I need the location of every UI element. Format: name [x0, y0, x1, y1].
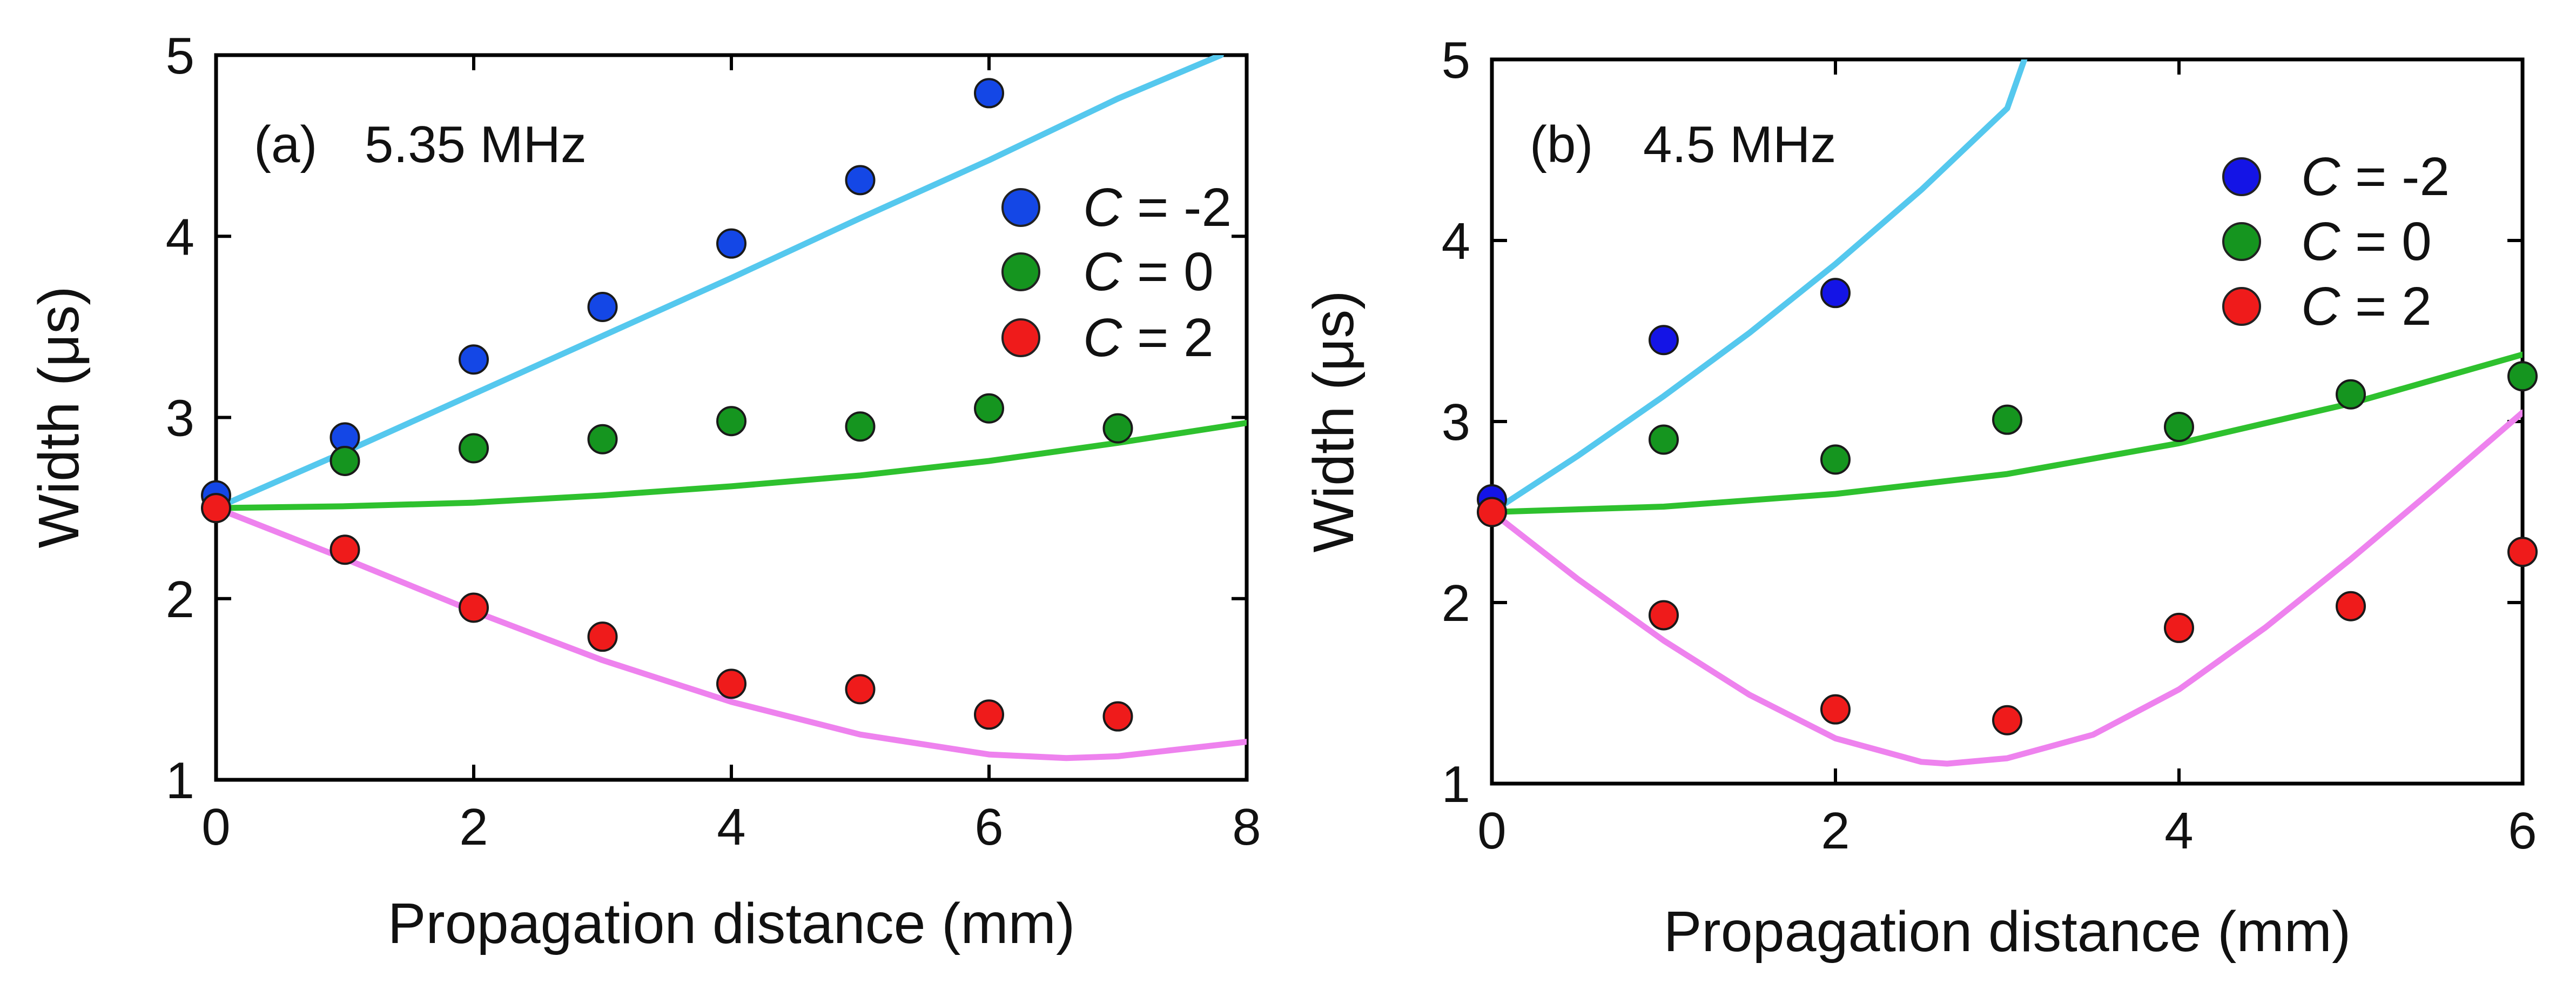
x-tick-label: 8 — [1232, 798, 1261, 856]
data-point — [2164, 412, 2194, 443]
legend-label: C = 0 — [1083, 242, 1214, 302]
data-point — [329, 534, 360, 565]
data-point — [1477, 497, 1507, 527]
data-point — [1649, 600, 1679, 631]
data-point — [1820, 444, 1851, 475]
data-point — [587, 621, 618, 652]
data-point — [845, 674, 876, 705]
data-point — [845, 411, 876, 442]
legend-item: C = 0 — [2222, 211, 2432, 272]
x-tick-label: 6 — [2508, 802, 2537, 860]
data-point — [716, 406, 746, 437]
legend-label: C = 0 — [2301, 211, 2432, 272]
legend-label: C = -2 — [1083, 177, 1232, 238]
data-point — [1820, 278, 1851, 309]
y-tick-label: 1 — [1442, 755, 1470, 813]
data-points — [1477, 278, 2538, 735]
fit-curve — [216, 55, 1224, 511]
x-tick-label: 2 — [1821, 802, 1849, 860]
data-point — [587, 424, 618, 454]
legend-item: C = 0 — [1001, 242, 1214, 302]
y-axis-title: Width (μs) — [27, 286, 91, 548]
legend-marker — [2222, 157, 2261, 196]
legend: C = -2 C = 0 C = 2 — [2222, 146, 2450, 337]
data-point — [1992, 705, 2022, 735]
data-point — [2336, 379, 2366, 410]
legend-marker — [1001, 252, 1040, 291]
fit-curve — [1492, 59, 2028, 515]
data-point — [2336, 591, 2366, 621]
x-tick-label: 2 — [459, 798, 488, 856]
fit-curve — [216, 420, 1247, 511]
x-tick-label: 6 — [974, 798, 1003, 856]
legend: C = -2 C = 0 C = 2 — [1001, 177, 1232, 368]
fit-curves — [216, 55, 1247, 761]
frequency-annotation: 5.35 MHz — [365, 116, 587, 173]
y-tick-label: 5 — [166, 27, 194, 85]
data-point — [459, 344, 489, 375]
panel-label: (b) — [1530, 116, 1593, 173]
axis-ticks: 0 2 4 6 8 1 2 3 4 5 — [166, 27, 1261, 856]
data-point — [716, 228, 746, 259]
legend-item: C = 2 — [1001, 307, 1214, 368]
data-point — [459, 592, 489, 623]
data-point — [845, 165, 876, 196]
data-point — [2164, 612, 2194, 643]
legend-marker — [2222, 287, 2261, 326]
y-tick-label: 5 — [1442, 31, 1470, 89]
y-tick-label: 4 — [166, 208, 194, 266]
x-axis-title: Propagation distance (mm) — [1664, 900, 2351, 964]
y-tick-label: 2 — [1442, 574, 1470, 632]
y-tick-label: 3 — [1442, 393, 1470, 451]
data-point — [329, 445, 360, 476]
data-point — [1992, 404, 2022, 435]
frequency-annotation: 4.5 MHz — [1643, 116, 1836, 173]
legend-marker — [1001, 188, 1040, 227]
data-point — [1102, 701, 1133, 732]
data-point — [1102, 413, 1133, 444]
x-tick-label: 4 — [717, 798, 745, 856]
data-point — [587, 291, 618, 322]
panel-a: 0 2 4 6 8 1 2 3 4 5 (a) 5.35 MHz Propagation dist… — [27, 27, 1261, 955]
x-axis-title: Propagation distance (mm) — [388, 892, 1075, 955]
fit-curve — [216, 505, 1247, 761]
axis-ticks: 0 2 4 6 1 2 3 4 5 — [1442, 31, 2537, 860]
data-point — [974, 393, 1004, 424]
data-point — [459, 433, 489, 464]
legend-item: C = -2 — [1001, 177, 1232, 238]
data-point — [974, 78, 1004, 109]
panel-b: 0 2 4 6 1 2 3 4 5 (b) 4.5 MHz Propagation distan… — [1302, 31, 2538, 964]
panel-label: (a) — [254, 116, 317, 173]
data-point — [716, 668, 746, 699]
legend-label: C = 2 — [1083, 307, 1214, 368]
data-point — [1649, 325, 1679, 356]
legend-label: C = 2 — [2301, 276, 2432, 337]
legend-marker — [1001, 318, 1040, 357]
data-point — [2507, 537, 2538, 567]
y-axis-title: Width (μs) — [1302, 290, 1366, 552]
legend-label: C = -2 — [2301, 146, 2450, 207]
data-point — [1820, 694, 1851, 725]
x-tick-label: 4 — [2164, 802, 2193, 860]
x-tick-label: 0 — [1477, 802, 1506, 860]
legend-marker — [2222, 222, 2261, 261]
x-tick-label: 0 — [201, 798, 230, 856]
data-point — [2507, 361, 2538, 392]
legend-item: C = 2 — [2222, 276, 2432, 337]
y-tick-label: 3 — [166, 390, 194, 447]
y-tick-label: 1 — [166, 752, 194, 810]
data-point — [974, 699, 1004, 730]
y-tick-label: 2 — [166, 571, 194, 628]
legend-item: C = -2 — [2222, 146, 2450, 207]
data-point — [201, 493, 231, 524]
data-points — [201, 78, 1133, 732]
y-tick-label: 4 — [1442, 212, 1470, 270]
fit-curve — [1492, 409, 2523, 767]
data-point — [1649, 424, 1679, 455]
